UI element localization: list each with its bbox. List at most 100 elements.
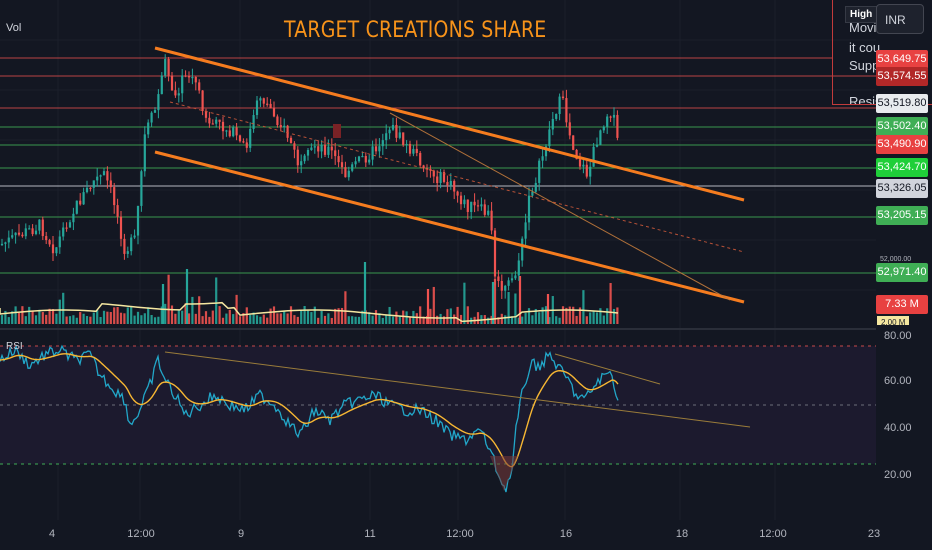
volume-bar	[371, 315, 374, 324]
candle-body	[317, 146, 320, 152]
volume-bar	[259, 316, 262, 324]
volume-bar	[255, 315, 259, 324]
volume-bar	[300, 310, 303, 324]
volume-bar	[429, 308, 432, 324]
candle-body	[62, 227, 65, 237]
candle-body	[585, 164, 588, 177]
volume-bar	[320, 311, 323, 324]
volume-bar	[62, 292, 65, 324]
volume-bar	[140, 315, 143, 324]
volume-bar	[269, 308, 272, 324]
candle-body	[24, 228, 27, 237]
volume-bar	[174, 313, 177, 324]
volume-bar	[4, 310, 7, 324]
candle-body	[541, 156, 544, 161]
candle-body	[245, 142, 248, 148]
time-tick: 9	[237, 528, 245, 540]
volume-bar	[133, 315, 136, 324]
candle-body	[184, 75, 187, 77]
volume-bar	[262, 314, 265, 324]
candle-body	[381, 140, 384, 147]
volume-bar	[89, 316, 92, 324]
candle-body	[582, 164, 585, 167]
candle-body	[551, 118, 554, 130]
candle-body	[385, 133, 388, 141]
volume-bar	[82, 313, 85, 324]
price-tag: 52,971.40	[876, 263, 928, 282]
candle-body	[150, 112, 153, 123]
time-tick: 12:00	[759, 528, 787, 540]
volume-bar	[504, 315, 507, 324]
volume-bar	[595, 312, 599, 324]
candle-body	[65, 227, 68, 229]
volume-bar	[235, 294, 238, 324]
volume-bar	[517, 317, 520, 324]
volume-bar	[215, 277, 218, 324]
rsi-oversold-fill	[490, 456, 518, 491]
volume-bar	[493, 278, 497, 324]
volume-bar	[160, 306, 163, 324]
candle-body	[225, 130, 228, 132]
candle-body	[123, 238, 126, 254]
price-tag: 53,574.55	[876, 67, 928, 86]
volume-bar	[589, 312, 592, 324]
candle-body	[157, 94, 160, 111]
volume-bar	[317, 317, 320, 324]
candle-body	[177, 93, 180, 96]
volume-bar	[422, 316, 425, 324]
volume-bar	[96, 310, 99, 324]
candle-body	[578, 159, 582, 167]
volume-bar	[609, 283, 612, 324]
candle-body	[303, 155, 306, 162]
candle-body	[429, 168, 432, 171]
volume-bar	[606, 308, 609, 324]
volume-bar	[561, 306, 565, 324]
candle-body	[167, 59, 170, 76]
candle-body	[361, 155, 364, 158]
currency-select[interactable]: INR	[876, 4, 924, 34]
candle-body	[201, 90, 204, 111]
volume-bar	[51, 309, 55, 324]
volume-bar	[405, 311, 408, 324]
candle-body	[235, 127, 238, 136]
volume-bar	[446, 309, 449, 324]
volume-bar	[0, 315, 4, 324]
candle-body	[58, 236, 61, 248]
candle-body	[82, 192, 85, 205]
volume-bar	[252, 312, 255, 324]
volume-bar	[385, 314, 388, 324]
volume-bar	[208, 316, 211, 324]
candle-body	[493, 230, 497, 277]
time-tick: 16	[559, 528, 573, 540]
candle-body	[276, 116, 279, 126]
candle-body	[75, 200, 78, 214]
candle-body	[565, 98, 568, 123]
high-button[interactable]: High	[845, 6, 878, 23]
candle-body	[266, 103, 269, 105]
volume-bar	[402, 310, 405, 324]
candle-body	[395, 124, 398, 138]
candle-body	[521, 238, 524, 261]
candle-body	[191, 76, 194, 79]
volume-bar	[34, 315, 38, 324]
candle-body	[463, 199, 466, 205]
chart-title: TARGET CREATIONS SHARE	[284, 18, 547, 43]
volume-bar	[398, 316, 401, 324]
volume-bar	[116, 307, 119, 324]
volume-bar	[276, 313, 279, 324]
volume-bar	[21, 306, 24, 324]
volume-bar	[201, 316, 204, 324]
candle-body	[194, 76, 197, 83]
candle-body	[320, 144, 323, 152]
time-tick: 18	[675, 528, 689, 540]
volume-bar	[575, 315, 578, 324]
candle-body	[575, 149, 578, 160]
volume-bar	[599, 308, 602, 324]
candle-body	[524, 222, 527, 239]
candle-body	[504, 285, 507, 291]
volume-bar	[463, 282, 466, 324]
candle-body	[106, 171, 109, 181]
volume-bar	[363, 262, 367, 324]
price-tag: 53,424.70	[876, 158, 928, 177]
